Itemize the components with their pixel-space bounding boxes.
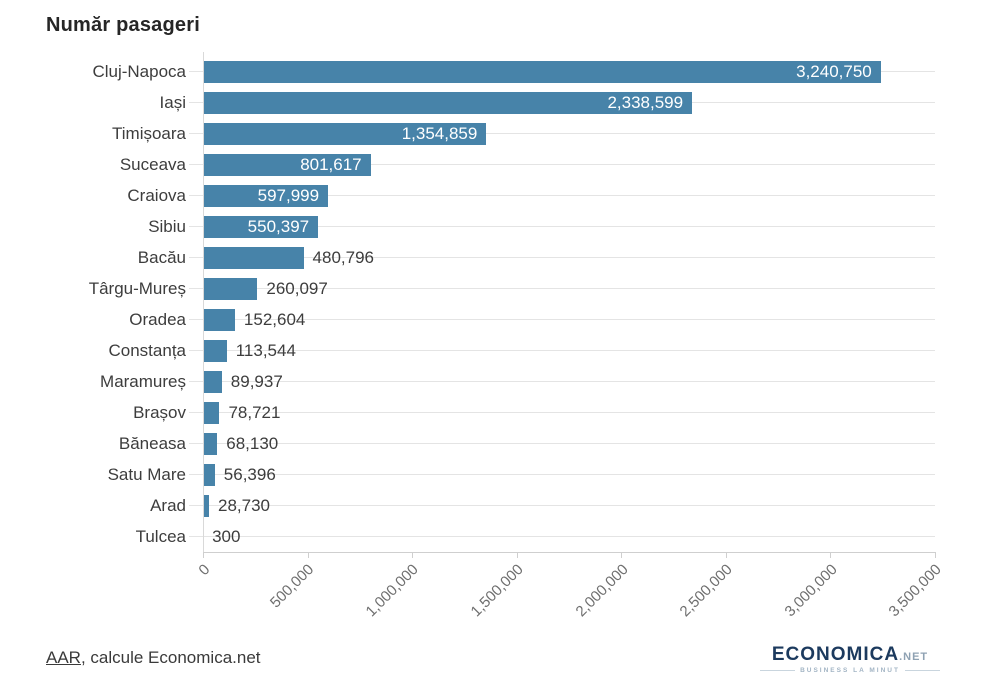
- axis-tick: [412, 552, 414, 558]
- bar-value-label: 1,354,859: [401, 123, 478, 143]
- bar-value-label: 89,937: [230, 371, 283, 391]
- bar: [203, 370, 222, 393]
- category-label: Craiova: [127, 185, 186, 205]
- category-label: Iași: [159, 92, 186, 112]
- row-grid-line: [189, 257, 935, 258]
- bar-value-label: 68,130: [226, 433, 279, 453]
- bar-value-label: 152,604: [243, 309, 306, 329]
- row-grid-line: [189, 474, 935, 475]
- bar: [203, 463, 215, 486]
- chart-title: Număr pasageri: [46, 14, 200, 36]
- row-grid-line: [189, 319, 935, 320]
- category-label: Suceava: [119, 154, 186, 174]
- bar-value-label: 260,097: [266, 278, 328, 298]
- row-grid-line: [189, 505, 935, 506]
- bar-value-label: 597,999: [257, 185, 320, 205]
- row-grid-line: [189, 164, 935, 165]
- x-tick-label: 0: [195, 561, 214, 579]
- x-axis-line: [203, 552, 935, 553]
- bar-value-label: 56,396: [223, 464, 276, 484]
- category-label: Constanța: [108, 340, 187, 360]
- x-tick-label: 2,000,000: [572, 561, 632, 621]
- row-grid-line: [189, 412, 935, 413]
- bar: [203, 153, 371, 176]
- source-note: AAR, calcule Economica.net: [46, 648, 261, 668]
- category-label: Băneasa: [118, 433, 186, 453]
- row-grid-line: [189, 350, 935, 351]
- bar: [203, 277, 258, 300]
- axis-tick: [935, 552, 936, 558]
- category-label: Cluj-Napoca: [92, 61, 186, 81]
- bar-value-label: 2,338,599: [607, 92, 684, 112]
- bar-value-label: 3,240,750: [796, 61, 872, 81]
- x-tick-label: 1,000,000: [362, 561, 423, 621]
- y-axis-line: [203, 52, 204, 552]
- bar: [203, 184, 329, 207]
- bar: [203, 122, 487, 145]
- category-label: Satu Mare: [107, 464, 186, 484]
- bar-value-label: 801,617: [300, 154, 362, 174]
- bar: [203, 494, 209, 517]
- logo-tagline-line: [760, 670, 796, 671]
- category-label: Maramureș: [100, 371, 186, 391]
- bar: [203, 401, 220, 424]
- x-tick-label: 3,500,000: [885, 561, 946, 621]
- logo-wordmark: ECONOMICA.NET: [760, 644, 940, 666]
- bar: [203, 60, 881, 83]
- axis-tick: [725, 552, 727, 558]
- bar-value-label: 550,397: [247, 216, 310, 236]
- logo-brand: ECONOMICA: [771, 644, 900, 665]
- x-tick-label: 1,500,000: [467, 561, 527, 621]
- row-grid-line: [189, 443, 935, 444]
- category-label: Arad: [150, 495, 186, 515]
- axis-tick: [621, 552, 623, 558]
- source-link[interactable]: AAR: [46, 648, 81, 667]
- x-tick-label: 2,500,000: [676, 561, 736, 621]
- bar-value-label: 300: [212, 526, 241, 546]
- bar: [203, 432, 218, 455]
- logo-suffix: .NET: [899, 651, 929, 663]
- category-label: Timișoara: [112, 123, 186, 143]
- category-label: Brașov: [133, 402, 186, 422]
- bar: [203, 246, 304, 269]
- row-grid-line: [189, 381, 935, 382]
- logo-tagline-row: BUSINESS LA MINUT: [760, 667, 941, 674]
- bar-value-label: 28,730: [218, 495, 270, 515]
- bar: [203, 215, 319, 238]
- category-label: Sibiu: [148, 216, 186, 236]
- row-grid-line: [189, 536, 935, 537]
- row-grid-line: [189, 226, 935, 227]
- bar: [203, 308, 235, 331]
- bar: [203, 91, 693, 114]
- logo-tagline-line: [904, 670, 941, 671]
- bar-value-label: 113,544: [235, 340, 296, 360]
- axis-tick: [307, 552, 309, 558]
- bar-value-label: 480,796: [312, 247, 374, 267]
- axis-tick: [830, 552, 832, 558]
- axis-tick: [203, 552, 204, 558]
- economica-logo: ECONOMICA.NET BUSINESS LA MINUT: [760, 644, 941, 674]
- row-grid-line: [189, 133, 935, 134]
- bar: [203, 339, 227, 362]
- bar-value-label: 78,721: [228, 402, 281, 422]
- source-text: , calcule Economica.net: [80, 648, 261, 667]
- category-label: Târgu-Mureș: [88, 278, 186, 298]
- category-label: Tulcea: [135, 526, 186, 546]
- x-tick-label: 500,000: [267, 561, 318, 612]
- row-grid-line: [189, 195, 935, 196]
- row-grid-line: [189, 288, 935, 289]
- logo-tagline: BUSINESS LA MINUT: [800, 667, 900, 674]
- x-tick-label: 3,000,000: [781, 561, 841, 621]
- category-label: Oradea: [129, 309, 186, 329]
- category-label: Bacău: [137, 247, 186, 267]
- axis-tick: [516, 552, 518, 558]
